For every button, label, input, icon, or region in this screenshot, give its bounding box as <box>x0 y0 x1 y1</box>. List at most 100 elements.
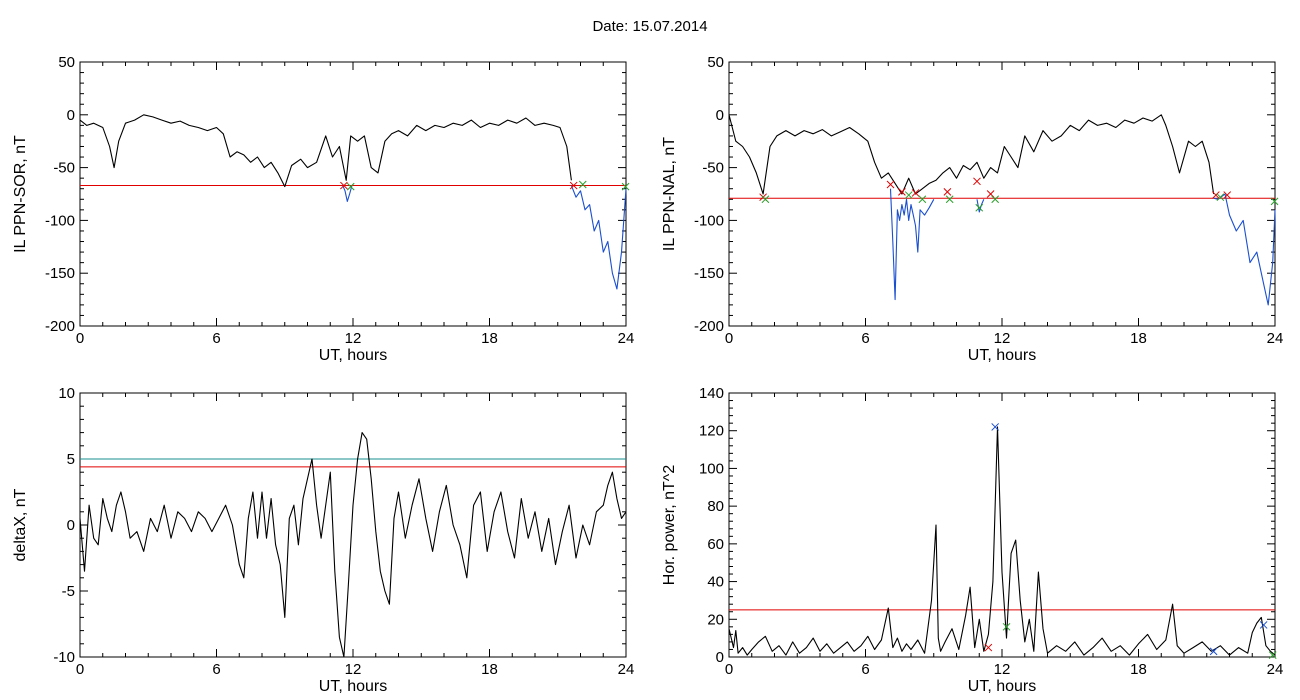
marker-stroke <box>984 643 993 652</box>
marker-stroke <box>1211 191 1220 199</box>
data-marker <box>1270 197 1279 206</box>
data-marker <box>1209 647 1218 656</box>
data-marker <box>1216 193 1225 202</box>
marker-stroke <box>1209 647 1218 656</box>
x-tick-label: 0 <box>76 661 84 678</box>
x-tick-label: 18 <box>481 661 498 678</box>
y-axis-title: Hor. power, nT^2 <box>661 465 678 586</box>
x-tick-label: 18 <box>481 330 498 347</box>
series-line <box>728 426 1276 656</box>
marker-stroke <box>569 181 578 190</box>
y-tick-label: -50 <box>53 160 75 177</box>
marker-stroke <box>340 181 348 190</box>
y-tick-label: -5 <box>62 583 75 600</box>
marker-stroke <box>1216 193 1225 202</box>
marker-stroke <box>621 182 630 191</box>
data-marker <box>1223 191 1232 199</box>
series-line <box>570 185 627 290</box>
x-axis-title: UT, hours <box>968 347 1036 364</box>
x-tick-label: 6 <box>212 330 220 347</box>
y-axis-title: deltaX, nT <box>12 488 29 561</box>
marker-stroke <box>886 180 895 189</box>
series-line <box>1213 193 1276 306</box>
data-marker <box>340 181 348 190</box>
data-marker <box>991 423 1000 431</box>
y-tick-label: 120 <box>699 423 724 440</box>
data-marker <box>1211 191 1220 199</box>
y-tick-label: 10 <box>58 385 75 402</box>
series-line <box>79 432 627 658</box>
marker-stroke <box>1002 622 1011 631</box>
data-marker <box>945 195 954 204</box>
y-tick-label: -10 <box>53 649 75 666</box>
y-tick-label: 80 <box>707 498 724 515</box>
y-tick-label: -100 <box>45 212 75 229</box>
data-marker <box>621 182 630 191</box>
page-title: Date: 15.07.2014 <box>592 18 708 35</box>
y-tick-label: -50 <box>702 160 724 177</box>
series-line <box>342 185 353 202</box>
marker-stroke <box>991 195 1000 204</box>
y-tick-label: 40 <box>707 574 724 591</box>
x-axis-title: UT, hours <box>319 347 387 364</box>
marker-stroke <box>943 188 952 196</box>
y-tick-label: -150 <box>694 265 724 282</box>
x-tick-label: 0 <box>725 330 733 347</box>
marker-stroke <box>898 188 906 196</box>
marker-stroke <box>761 195 770 204</box>
chart-sor: 0 6 12 18 24 50 0 -50 -100 -150 -200 UT, hours IL PP… <box>12 54 634 364</box>
y-tick-label: 0 <box>716 649 724 666</box>
x-tick-label: 6 <box>861 330 869 347</box>
chart-power: 0 6 12 18 24 140 120 100 80 60 40 20 0 UT, hours Hor. … <box>661 385 1283 695</box>
marker-stroke <box>1259 621 1268 629</box>
data-marker <box>984 643 993 652</box>
data-marker <box>986 190 995 198</box>
data-marker <box>569 181 578 190</box>
data-marker <box>904 191 913 199</box>
x-tick-label: 24 <box>1267 661 1284 678</box>
y-tick-label: -200 <box>694 318 724 335</box>
y-tick-label: -200 <box>45 318 75 335</box>
plot-frame <box>728 61 1276 327</box>
marker-stroke <box>911 189 920 197</box>
series-line <box>889 188 935 301</box>
y-axis-title: IL PPN-SOR, nT <box>12 135 29 253</box>
marker-stroke <box>945 195 954 204</box>
x-tick-label: 18 <box>1130 661 1147 678</box>
y-tick-label: 50 <box>58 54 75 71</box>
data-marker <box>918 195 927 204</box>
marker-stroke <box>578 180 587 189</box>
x-tick-label: 12 <box>345 330 362 347</box>
chart-deltax: 0 6 12 18 24 10 5 0 -5 -10 UT, hours deltaX, nT <box>12 385 634 695</box>
plot-frame <box>79 392 627 658</box>
x-tick-label: 12 <box>994 661 1011 678</box>
marker-stroke <box>973 177 981 186</box>
series-line <box>728 114 1215 195</box>
plot-frame <box>728 392 1276 658</box>
data-marker <box>886 180 895 189</box>
x-axis-title: UT, hours <box>319 678 387 695</box>
y-tick-label: 50 <box>707 54 724 71</box>
marker-stroke <box>991 423 1000 431</box>
data-marker <box>911 189 920 197</box>
y-tick-label: 100 <box>699 460 724 477</box>
data-marker <box>578 180 587 189</box>
y-tick-label: 0 <box>67 107 75 124</box>
x-axis-title: UT, hours <box>968 678 1036 695</box>
y-tick-label: -100 <box>694 212 724 229</box>
marker-stroke <box>904 191 913 199</box>
x-tick-label: 18 <box>1130 330 1147 347</box>
data-marker <box>1002 622 1011 631</box>
data-marker <box>973 177 981 186</box>
data-marker <box>898 188 906 196</box>
y-tick-label: 5 <box>67 451 75 468</box>
marker-stroke <box>918 195 927 204</box>
x-tick-label: 12 <box>345 661 362 678</box>
y-tick-label: 0 <box>716 107 724 124</box>
marker-stroke <box>1223 191 1232 199</box>
marker-stroke <box>986 190 995 198</box>
y-tick-label: -150 <box>45 265 75 282</box>
x-tick-label: 6 <box>212 661 220 678</box>
marker-stroke <box>1268 651 1277 659</box>
